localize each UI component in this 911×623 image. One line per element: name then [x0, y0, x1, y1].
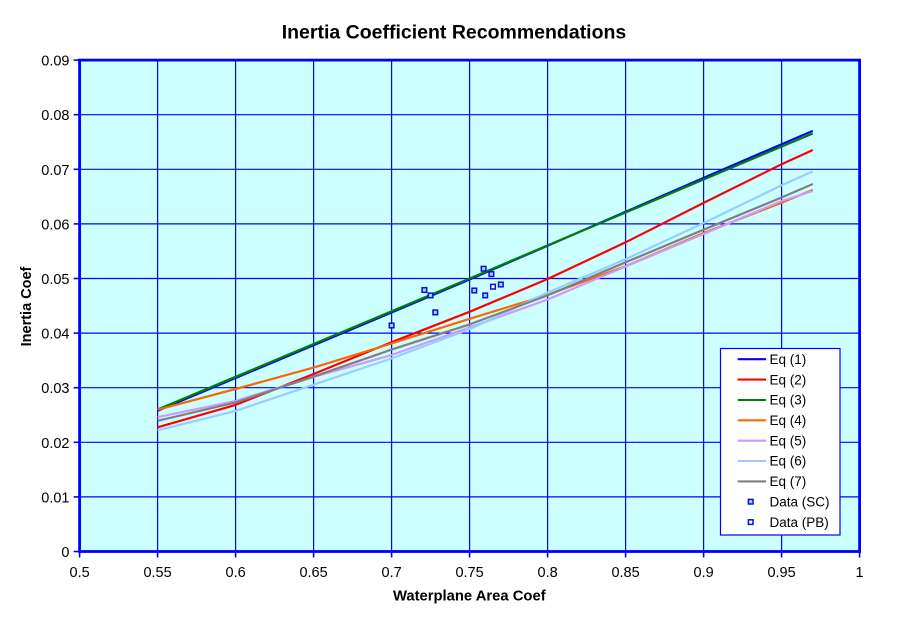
svg-text:0.09: 0.09 — [41, 54, 69, 70]
svg-text:0.55: 0.55 — [143, 565, 171, 581]
svg-text:0.5: 0.5 — [70, 565, 90, 581]
svg-text:Data (PB): Data (PB) — [770, 515, 829, 530]
svg-text:Inertia Coef: Inertia Coef — [19, 266, 35, 346]
svg-text:Eq (2): Eq (2) — [770, 372, 807, 387]
svg-text:Inertia Coefficient Recommenda: Inertia Coefficient Recommendations — [282, 22, 627, 44]
svg-text:0.03: 0.03 — [41, 381, 69, 397]
svg-text:Eq (5): Eq (5) — [770, 433, 807, 448]
svg-text:Waterplane Area Coef: Waterplane Area Coef — [393, 589, 546, 605]
svg-text:0.6: 0.6 — [226, 565, 246, 581]
svg-text:Eq (6): Eq (6) — [770, 454, 807, 469]
svg-text:0.75: 0.75 — [455, 565, 483, 581]
svg-text:0.06: 0.06 — [41, 217, 69, 233]
svg-text:0.05: 0.05 — [41, 272, 69, 288]
svg-text:0.08: 0.08 — [41, 108, 69, 124]
svg-text:0.65: 0.65 — [299, 565, 327, 581]
svg-text:1: 1 — [856, 565, 864, 581]
svg-text:0.01: 0.01 — [41, 490, 69, 506]
svg-text:0.85: 0.85 — [611, 565, 639, 581]
svg-text:0.07: 0.07 — [41, 163, 69, 179]
svg-text:Eq (4): Eq (4) — [770, 413, 807, 428]
svg-text:Eq (7): Eq (7) — [770, 474, 807, 489]
svg-text:Eq (1): Eq (1) — [770, 352, 807, 367]
svg-text:0.02: 0.02 — [41, 436, 69, 452]
svg-text:0.9: 0.9 — [694, 565, 714, 581]
svg-text:0.7: 0.7 — [382, 565, 402, 581]
svg-text:0.04: 0.04 — [41, 327, 69, 343]
svg-text:0.95: 0.95 — [767, 565, 795, 581]
svg-text:0: 0 — [61, 545, 69, 561]
svg-text:Eq (3): Eq (3) — [770, 393, 807, 408]
svg-text:0.8: 0.8 — [538, 565, 558, 581]
svg-text:Data (SC): Data (SC) — [770, 494, 830, 509]
